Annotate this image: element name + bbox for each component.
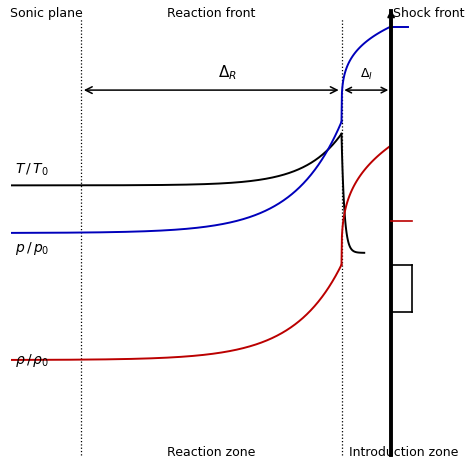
- Text: Reaction zone: Reaction zone: [167, 446, 255, 459]
- Text: Shock front: Shock front: [392, 7, 464, 20]
- Text: $\Delta_R$: $\Delta_R$: [219, 63, 237, 82]
- Text: $\Delta_I$: $\Delta_I$: [360, 67, 373, 82]
- Text: $T\,/\,T_0$: $T\,/\,T_0$: [15, 161, 48, 178]
- Text: $\rho\,/\,\rho_0$: $\rho\,/\,\rho_0$: [15, 351, 49, 369]
- Text: Sonic plane: Sonic plane: [9, 7, 82, 20]
- Text: Reaction front: Reaction front: [167, 7, 255, 20]
- Text: $p\,/\,p_0$: $p\,/\,p_0$: [15, 240, 49, 257]
- Text: Introduction zone: Introduction zone: [349, 446, 458, 459]
